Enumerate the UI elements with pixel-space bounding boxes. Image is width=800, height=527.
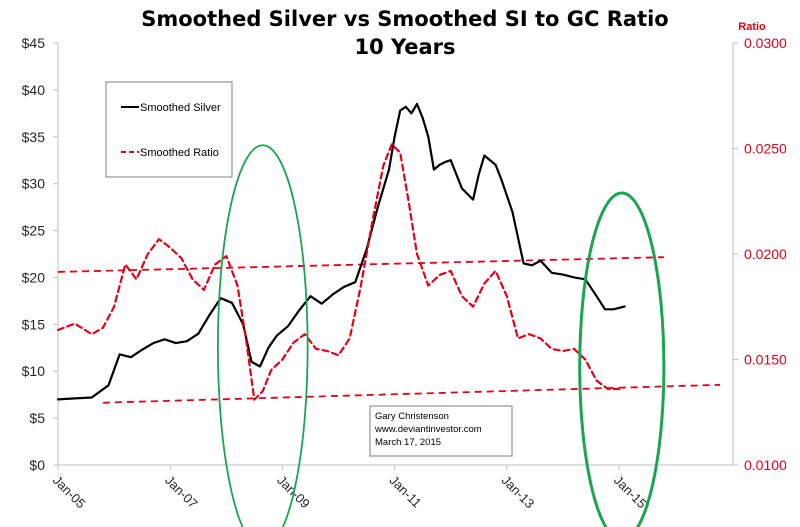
legend-label-ratio: Smoothed Ratio bbox=[140, 147, 219, 159]
lower-trendline bbox=[102, 383, 721, 404]
smoothed-ratio-line bbox=[56, 143, 621, 401]
right-axis-title: Ratio bbox=[738, 21, 766, 33]
left-tick-label: $30 bbox=[22, 176, 46, 192]
series-lines bbox=[56, 102, 626, 401]
legend-label-silver: Smoothed Silver bbox=[140, 102, 221, 114]
right-tick-label: 0.0150 bbox=[744, 352, 787, 368]
left-tick-label: $45 bbox=[22, 35, 46, 51]
circle-2015 bbox=[578, 191, 666, 527]
author-note: Gary Christenson www.deviantinvestor.com… bbox=[369, 405, 513, 457]
right-tick-label: 0.0250 bbox=[744, 141, 787, 157]
right-axis-ticks: 0.0100 0.0150 0.0200 0.0250 0.0300 bbox=[733, 35, 787, 473]
left-tick-label: $10 bbox=[22, 363, 46, 379]
chart-title: Smoothed Silver vs Smoothed SI to GC Rat… bbox=[141, 7, 668, 31]
right-tick-label: 0.0100 bbox=[744, 457, 787, 473]
left-tick-label: $5 bbox=[29, 410, 45, 426]
left-tick-label: $0 bbox=[29, 457, 45, 473]
legend-box bbox=[105, 81, 233, 178]
right-tick-label: 0.0300 bbox=[744, 35, 787, 51]
annotation-ellipses bbox=[216, 144, 666, 527]
left-tick-label: $20 bbox=[22, 269, 46, 285]
left-tick-label: $15 bbox=[22, 316, 46, 332]
left-tick-label: $35 bbox=[22, 129, 46, 145]
author-name: Gary Christenson bbox=[375, 411, 449, 422]
left-tick-label: $40 bbox=[22, 82, 46, 98]
chart-subtitle: 10 Years bbox=[354, 35, 455, 59]
right-tick-label: 0.0200 bbox=[744, 246, 787, 262]
smoothed-silver-line bbox=[56, 102, 626, 401]
author-website: www.deviantinvestor.com bbox=[374, 424, 482, 435]
circle-2008 bbox=[216, 144, 309, 527]
legend: Smoothed Silver Smoothed Ratio bbox=[105, 81, 233, 178]
left-tick-label: $25 bbox=[22, 223, 46, 239]
left-axis-ticks: $0 $5 $10 $15 $20 $25 $30 $35 $40 $45 bbox=[22, 35, 58, 473]
author-date: March 17, 2015 bbox=[375, 437, 441, 448]
author-note-box bbox=[369, 405, 513, 457]
